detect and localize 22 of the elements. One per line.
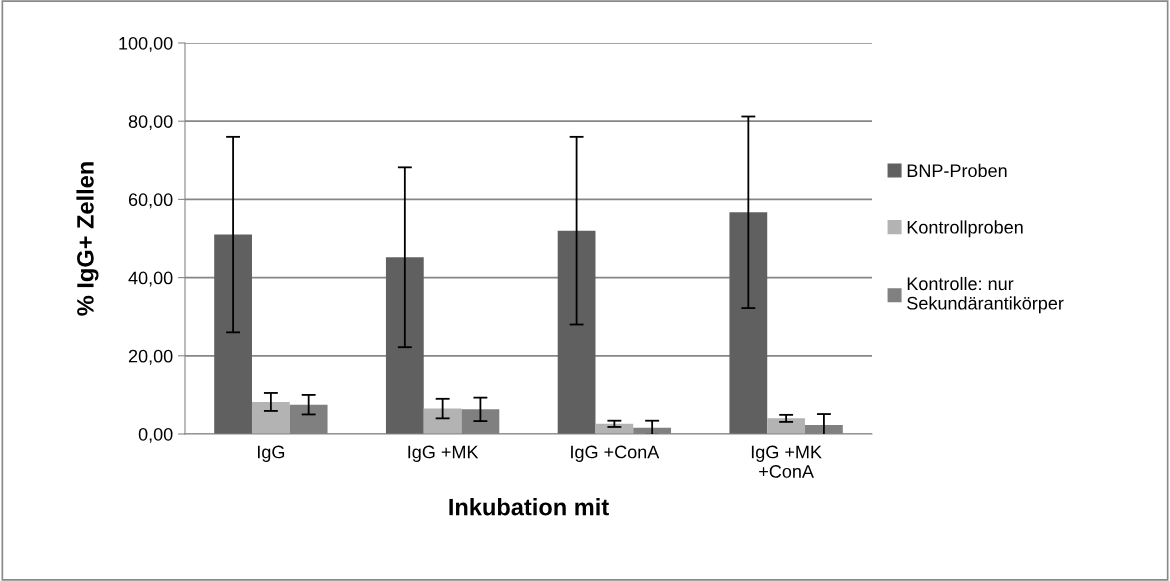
y-tick-label: 80,00 [128,115,173,131]
x-tick-label: IgG [257,445,285,462]
bar [423,408,462,434]
y-tick-label: 0,00 [138,427,173,443]
bar [557,230,596,434]
x-axis-title: Inkubation mit [449,498,609,516]
bar [767,418,806,434]
y-tick-label: 40,00 [128,271,173,287]
legend-label: Kontrolle: nur Sekundärantikörper [907,276,1064,314]
legend-label: BNP-Proben [907,163,1007,178]
bar [385,257,424,434]
x-tick-label: IgG +ConA [571,445,660,462]
bar [729,212,768,434]
y-tick-label: 60,00 [128,193,173,209]
y-tick-label: 20,00 [128,349,173,365]
x-tick-label: IgG +MK [408,445,479,462]
y-axis-title: % IgG+ Zellen [76,162,99,316]
x-tick-label: IgG +MK +ConA [751,445,822,478]
legend-label: Kontrollproben [907,220,1023,238]
bar [214,234,252,434]
y-tick-label: 100,00 [119,36,173,52]
bar [251,401,290,434]
